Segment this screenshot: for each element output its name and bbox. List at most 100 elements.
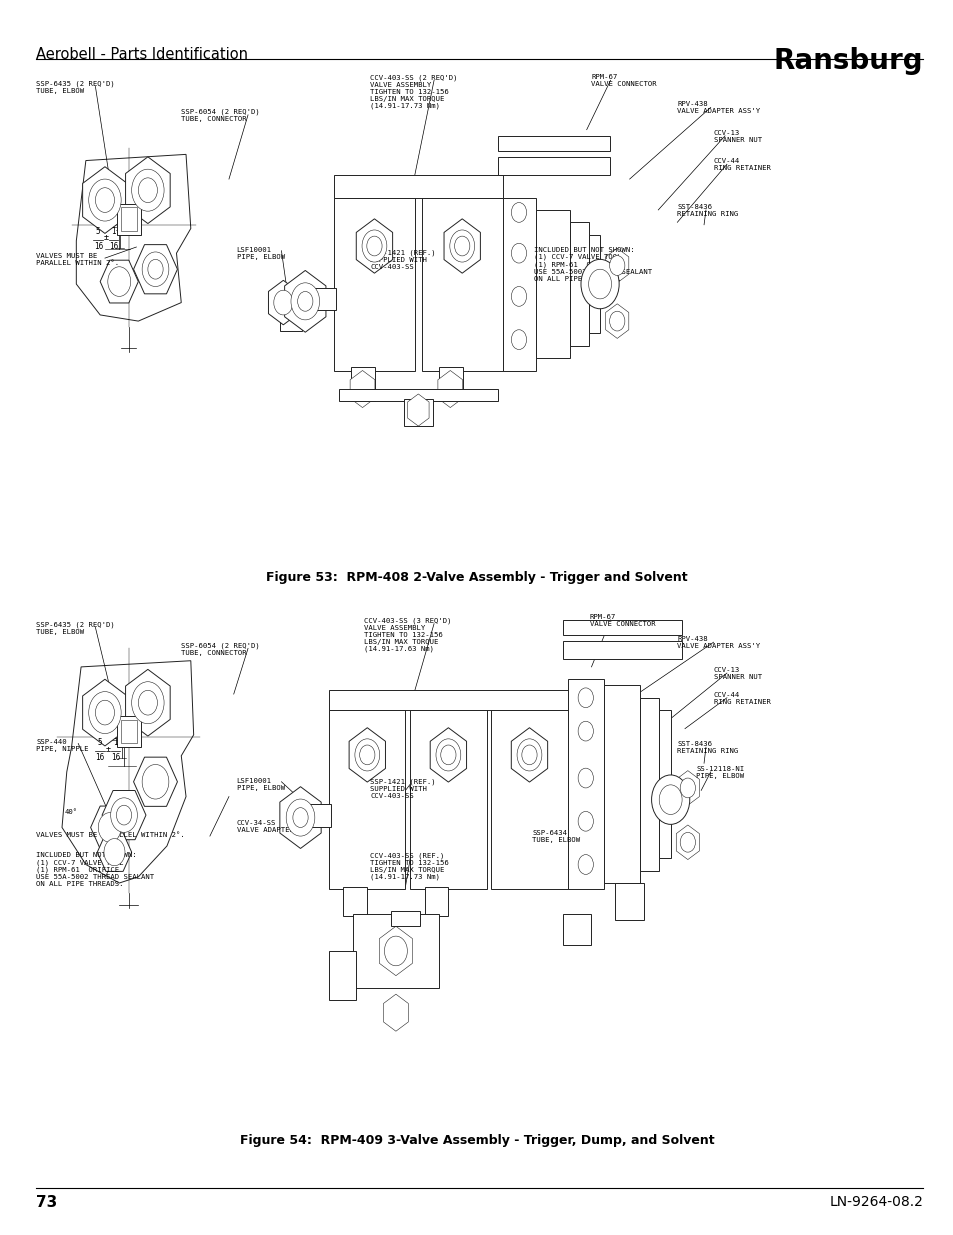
- Text: CCV-403-SS (REF.)
TIGHTEN TO 132-156
LBS/IN MAX TORQUE
(14.91-17.73 Nm): CCV-403-SS (REF.) TIGHTEN TO 132-156 LBS…: [370, 852, 449, 881]
- Text: 1: 1: [112, 227, 115, 236]
- Circle shape: [116, 805, 132, 825]
- Circle shape: [578, 721, 593, 741]
- Circle shape: [291, 283, 319, 320]
- Circle shape: [293, 808, 308, 827]
- Bar: [569, 222, 588, 346]
- Bar: [338, 389, 497, 401]
- Text: 16: 16: [95, 753, 105, 762]
- Bar: [310, 804, 331, 826]
- Polygon shape: [355, 219, 393, 273]
- Circle shape: [578, 811, 593, 831]
- Polygon shape: [126, 157, 170, 224]
- Bar: [562, 620, 681, 635]
- Bar: [329, 690, 567, 710]
- Circle shape: [108, 267, 131, 296]
- Text: CCV-34-SS
VALVE ADAPTER: CCV-34-SS VALVE ADAPTER: [236, 820, 294, 834]
- Text: INCLUDED BUT NOT SHOWN:
(1) CCV-7 VALVE TOOL
(1) RPM-61  ORIFICE
USE 55A-5002 TH: INCLUDED BUT NOT SHOWN: (1) CCV-7 VALVE …: [36, 852, 154, 887]
- Circle shape: [366, 236, 381, 256]
- Polygon shape: [676, 771, 699, 805]
- Circle shape: [578, 855, 593, 874]
- Bar: [410, 710, 486, 889]
- Text: SS-12118-NI
PIPE, ELBOW: SS-12118-NI PIPE, ELBOW: [696, 766, 743, 779]
- Polygon shape: [605, 248, 628, 283]
- Text: SST-8436
RETAINING RING: SST-8436 RETAINING RING: [677, 741, 738, 755]
- Text: SST-8436
RETAINING RING: SST-8436 RETAINING RING: [677, 204, 738, 217]
- Bar: [615, 883, 643, 920]
- Circle shape: [440, 745, 456, 764]
- Circle shape: [588, 269, 611, 299]
- Circle shape: [359, 745, 375, 764]
- Bar: [562, 641, 681, 659]
- Bar: [497, 157, 609, 175]
- Circle shape: [104, 839, 125, 866]
- Text: Ransburg: Ransburg: [773, 47, 923, 75]
- Bar: [121, 207, 137, 231]
- Bar: [343, 887, 367, 916]
- Text: 16: 16: [109, 242, 118, 251]
- Bar: [567, 679, 603, 889]
- Polygon shape: [443, 219, 480, 273]
- Polygon shape: [605, 304, 628, 338]
- Text: LSF10001
PIPE, ELBOW: LSF10001 PIPE, ELBOW: [236, 247, 284, 261]
- Bar: [404, 399, 432, 426]
- Text: CCV-44
RING RETAINER: CCV-44 RING RETAINER: [713, 692, 770, 705]
- Circle shape: [651, 776, 689, 825]
- Polygon shape: [284, 270, 326, 332]
- Circle shape: [286, 799, 314, 836]
- Text: CCV-403-SS (3 REQ'D)
VALVE ASSEMBLY
TIGHTEN TO 132-156
LBS/IN MAX TORQUE
(14.91-: CCV-403-SS (3 REQ'D) VALVE ASSEMBLY TIGH…: [364, 618, 452, 652]
- Circle shape: [609, 256, 624, 275]
- Text: RPV-438
VALVE ADAPTER ASS'Y: RPV-438 VALVE ADAPTER ASS'Y: [677, 636, 760, 650]
- Polygon shape: [383, 994, 408, 1031]
- Circle shape: [578, 688, 593, 708]
- Circle shape: [449, 230, 474, 262]
- Polygon shape: [379, 926, 412, 976]
- Circle shape: [95, 700, 114, 725]
- Polygon shape: [102, 790, 146, 840]
- Circle shape: [511, 287, 526, 306]
- Circle shape: [138, 690, 157, 715]
- Bar: [117, 204, 141, 235]
- Bar: [279, 294, 302, 331]
- Text: RPV-438
VALVE ADAPTER ASS'Y: RPV-438 VALVE ADAPTER ASS'Y: [677, 101, 760, 115]
- Text: SSP-6054 (2 REQ'D)
TUBE, CONNECTOR: SSP-6054 (2 REQ'D) TUBE, CONNECTOR: [181, 109, 260, 122]
- Text: 5: 5: [98, 739, 102, 747]
- Bar: [588, 235, 599, 333]
- Text: ±: ±: [105, 745, 111, 755]
- Polygon shape: [430, 727, 466, 782]
- Bar: [491, 710, 567, 889]
- Bar: [659, 710, 670, 858]
- Bar: [424, 887, 448, 916]
- Text: SSP-6434
TUBE, ELBOW: SSP-6434 TUBE, ELBOW: [532, 830, 579, 844]
- Text: 40°: 40°: [65, 809, 78, 815]
- Polygon shape: [91, 806, 129, 848]
- Text: SSP-1421 (REF.)
SUPPLIED WITH
CCV-403-SS: SSP-1421 (REF.) SUPPLIED WITH CCV-403-SS: [370, 249, 436, 270]
- Circle shape: [580, 259, 618, 309]
- Bar: [421, 198, 502, 370]
- Text: LSF10001
PIPE, ELBOW: LSF10001 PIPE, ELBOW: [236, 778, 284, 792]
- Bar: [329, 951, 355, 1000]
- Text: CCV-44
RING RETAINER: CCV-44 RING RETAINER: [713, 158, 770, 172]
- Bar: [351, 367, 375, 401]
- Text: LN-9264-08.2: LN-9264-08.2: [829, 1195, 923, 1209]
- Bar: [334, 198, 415, 370]
- Polygon shape: [268, 280, 298, 325]
- Bar: [562, 914, 591, 945]
- Polygon shape: [126, 669, 170, 736]
- Polygon shape: [83, 167, 127, 233]
- Bar: [314, 288, 335, 310]
- Circle shape: [361, 230, 387, 262]
- Polygon shape: [83, 679, 127, 746]
- Polygon shape: [437, 370, 462, 408]
- Bar: [334, 175, 502, 198]
- Text: 16: 16: [111, 753, 120, 762]
- Text: Figure 53:  RPM-408 2-Valve Assembly - Trigger and Solvent: Figure 53: RPM-408 2-Valve Assembly - Tr…: [266, 571, 687, 584]
- Polygon shape: [350, 370, 375, 408]
- Bar: [497, 136, 609, 151]
- Text: 73: 73: [36, 1195, 57, 1210]
- Circle shape: [148, 259, 163, 279]
- Text: CCV-403-SS (2 REQ'D)
VALVE ASSEMBLY
TIGHTEN TO 132-156
LBS/IN MAX TORQUE
(14.91-: CCV-403-SS (2 REQ'D) VALVE ASSEMBLY TIGH…: [370, 74, 457, 109]
- Circle shape: [89, 179, 121, 221]
- Polygon shape: [133, 757, 177, 806]
- Text: 5: 5: [96, 227, 100, 236]
- Polygon shape: [100, 261, 138, 303]
